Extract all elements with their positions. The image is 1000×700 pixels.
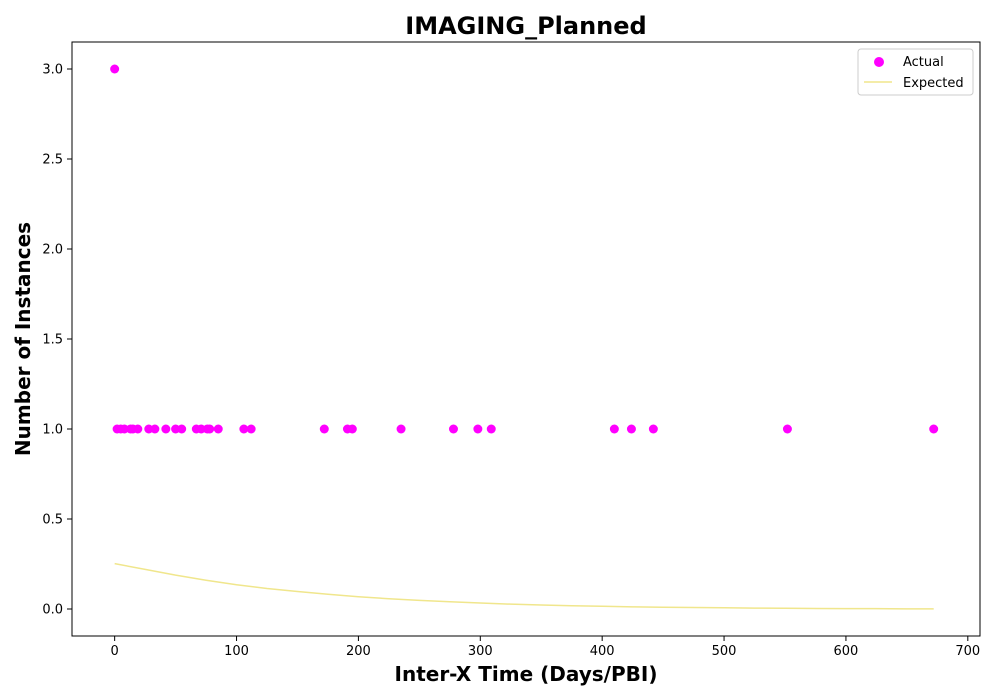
- legend-expected-label: Expected: [903, 76, 964, 91]
- y-tick-label: 1.0: [42, 423, 63, 438]
- x-tick-label: 100: [224, 644, 249, 659]
- y-tick-label: 0.5: [42, 513, 63, 528]
- x-tick-label: 0: [111, 644, 119, 659]
- actual-data-point: [486, 424, 496, 434]
- expected-series-line: [114, 562, 934, 610]
- actual-data-point: [239, 424, 249, 434]
- x-tick-label: 300: [468, 644, 493, 659]
- x-tick-label: 500: [712, 644, 737, 659]
- actual-data-point: [177, 424, 187, 434]
- plot-area-frame: [71, 41, 981, 637]
- x-tick-label: 600: [834, 644, 859, 659]
- y-tick-label: 1.5: [42, 333, 63, 348]
- legend-box: [857, 48, 974, 96]
- x-tick-label: 700: [955, 644, 980, 659]
- actual-data-point: [473, 424, 483, 434]
- actual-data-point: [133, 424, 143, 434]
- x-tick-label: 400: [590, 644, 615, 659]
- actual-data-point: [396, 424, 406, 434]
- x-axis-label: Inter-X Time (Days/PBI): [395, 662, 658, 686]
- actual-data-point: [319, 424, 329, 434]
- actual-data-point: [448, 424, 458, 434]
- actual-data-point: [347, 424, 357, 434]
- legend: Actual Expected: [857, 48, 974, 96]
- y-tick-label: 2.5: [42, 153, 63, 168]
- y-tick-label: 2.0: [42, 243, 63, 258]
- actual-data-point: [782, 424, 792, 434]
- x-tick-label: 200: [346, 644, 371, 659]
- chart-title: IMAGING_Planned: [405, 12, 646, 40]
- actual-data-point: [929, 424, 939, 434]
- actual-data-point: [110, 64, 120, 74]
- actual-data-point: [609, 424, 619, 434]
- legend-actual-marker: [874, 57, 884, 67]
- y-axis-label: Number of Instances: [11, 222, 35, 456]
- actual-data-point: [205, 424, 215, 434]
- actual-data-point: [648, 424, 658, 434]
- y-tick-label: 3.0: [42, 63, 63, 78]
- legend-actual-label: Actual: [903, 55, 944, 70]
- actual-data-point: [161, 424, 171, 434]
- actual-data-point: [213, 424, 223, 434]
- y-tick-label: 0.0: [42, 603, 63, 618]
- actual-data-point: [626, 424, 636, 434]
- actual-data-point: [246, 424, 256, 434]
- actual-data-point: [150, 424, 160, 434]
